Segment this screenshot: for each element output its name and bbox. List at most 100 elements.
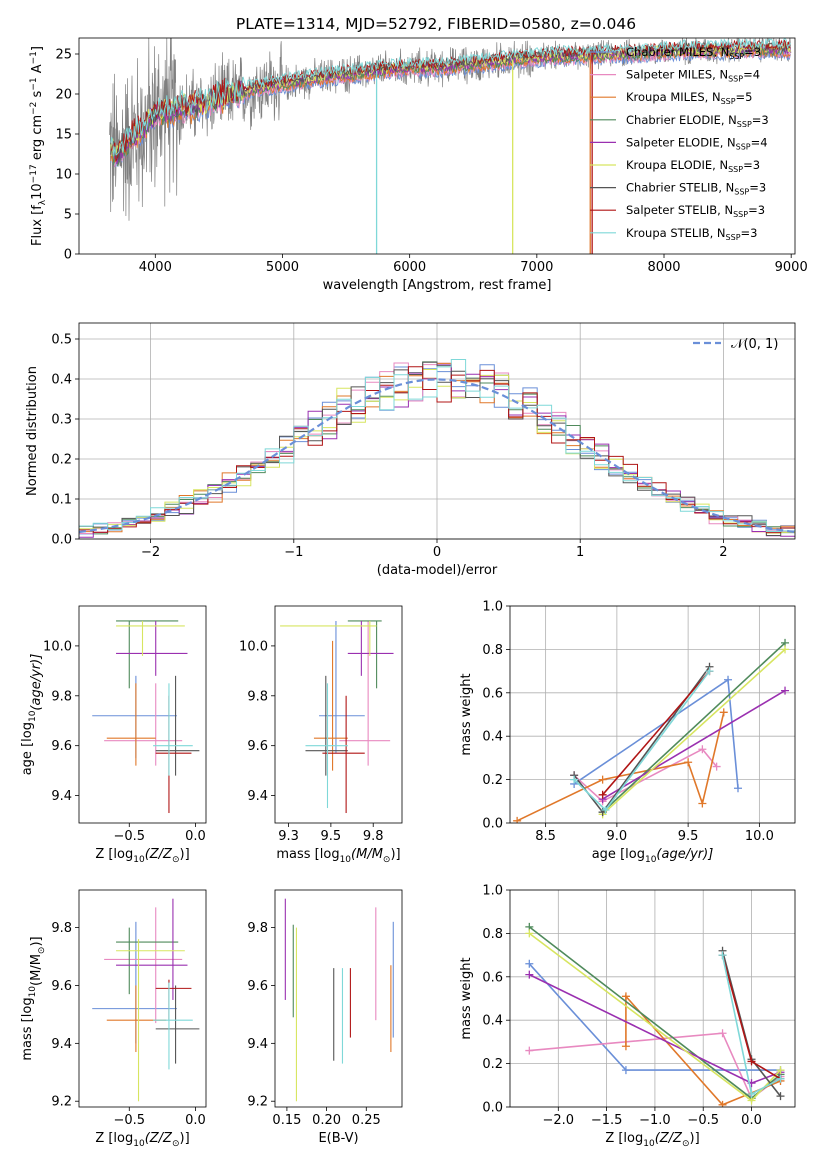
spectrum-legend-value-6: =3 — [749, 181, 766, 195]
spectrum-ylabel-rest: 10 — [30, 183, 45, 200]
spectrum-ylabel: Flux [fλ10−17 erg cm−2 s−1 A−1] — [29, 46, 48, 246]
spectrum-legend-value-1: =4 — [743, 68, 760, 82]
spectrum-xtick-label-5: 9000 — [775, 260, 808, 275]
panel-mass-weight-vs-age: 8.5 9.0 9.5 10.0 0.0 0.2 0.4 0.6 0.8 1.0 age [log1… — [459, 600, 796, 865]
residual-hist-ytick-label-3: 0.3 — [51, 413, 72, 428]
mass-weight-vs-Z-series-chabrier-miles-marker-1 — [621, 1066, 630, 1075]
mass-weight-vs-age-xlabel-sub: 10 — [645, 855, 657, 865]
spectrum-legend-name-7: Salpeter STELIB — [626, 203, 717, 217]
mass-weight-vs-Z-xlabel-sun: ⊙ — [682, 1139, 690, 1149]
mass-weight-vs-Z-series-chabrier-stelib-marker-2 — [776, 1092, 785, 1101]
mass-weight-vs-Z-series-chabrier-miles-marker-0 — [525, 959, 534, 968]
age-vs-Z-xlabel-sub: 10 — [133, 855, 145, 865]
mass-weight-vs-Z-xlabel: Z [log10(Z/Z⊙)] — [605, 1131, 699, 1149]
residual-hist-xtick-label-1: −1 — [284, 545, 303, 560]
panel-spectrum: 4000 5000 6000 7000 8000 9000 0 5 10 15 20 25 wavele… — [29, 37, 808, 293]
mass-weight-vs-age-series-salpeter-elodie-line — [602, 689, 786, 800]
mass-vs-ebv-xtick-label-0: 0.15 — [272, 1113, 301, 1128]
mass-vs-Z-ylabel-end: (M/M — [29, 954, 44, 986]
spectrum-legend-n-8: , N — [710, 226, 726, 240]
age-vs-mass-xlabel-end: (M/M — [351, 847, 383, 862]
age-vs-Z-xlabel-main: Z [log — [95, 847, 133, 862]
mass-vs-Z-ytick-label-1: 9.4 — [51, 1037, 72, 1052]
spectrum-legend-label-3: Chabrier ELODIE, NSSP=3 — [626, 113, 769, 129]
mass-weight-vs-Z-xtick-label-1: −1.5 — [591, 1113, 623, 1128]
age-vs-mass-xlabel: mass [log10(M/M⊙)] — [276, 847, 400, 865]
spectrum-legend-sub-2: SSP — [721, 97, 736, 106]
mass-vs-Z-xlabel-sun: ⊙ — [172, 1139, 180, 1149]
age-vs-Z-xtick-label-0: −0.5 — [113, 829, 145, 844]
mass-weight-vs-age-series-salpeter-miles-marker-2 — [698, 745, 707, 754]
mass-weight-vs-age-ytick-label-0: 0.0 — [482, 817, 503, 832]
mass-weight-vs-age-series-kroupa-stelib-marker-2 — [705, 667, 714, 676]
spectrum-legend-sub-6: SSP — [734, 188, 749, 197]
age-vs-Z-ylabel-main: age [log — [20, 722, 35, 775]
residual-hist-ylabel: Normed distribution — [25, 366, 40, 496]
mass-weight-vs-age-series-kroupa-miles-marker-1 — [598, 775, 607, 784]
mass-weight-vs-age-series-salpeter-elodie-marker-1 — [781, 686, 790, 695]
mass-weight-vs-Z-ytick-label-5: 1.0 — [482, 884, 503, 899]
age-vs-Z-xlabel-sun: ⊙ — [172, 855, 180, 865]
residual-hist-ytick-label-4: 0.4 — [51, 373, 72, 388]
spectrum-ytick-label-2: 10 — [55, 168, 72, 183]
mass-weight-vs-age-series-chabrier-miles-marker-0 — [734, 784, 742, 793]
mass-weight-vs-age-frame — [509, 605, 796, 824]
mass-weight-vs-age-series-salpeter-miles-line — [573, 748, 718, 803]
mass-vs-ebv-plot-area — [284, 898, 394, 1102]
spectrum-ylabel-rest4: A — [30, 64, 45, 77]
panel-age-vs-mass: 9.3 9.5 9.8 9.4 9.6 9.8 10.0 mass [log10(M/M⊙)] — [239, 605, 403, 865]
spectrum-ylabel-end: ] — [30, 46, 45, 51]
age-vs-Z-ylabel: age [log10(age/yr)] — [20, 654, 44, 776]
spectrum-legend-label-8: Kroupa STELIB, NSSP=3 — [626, 226, 757, 242]
age-vs-Z-ylabel-end: (age/yr)] — [29, 654, 44, 711]
age-vs-mass-ytick-label-2: 9.8 — [247, 689, 268, 704]
mass-vs-ebv-ytick-label-1: 9.4 — [247, 1037, 268, 1052]
mass-weight-vs-age-ylabel: mass weight — [459, 673, 474, 755]
mass-weight-vs-Z-series-kroupa-stelib-marker-0 — [718, 951, 727, 960]
mass-weight-vs-age-series-kroupa-miles-marker-4 — [719, 708, 728, 717]
mass-weight-vs-age-series-kroupa-stelib-marker-0 — [570, 775, 579, 784]
mass-vs-Z-ylabel: mass [log10(M/M⊙)] — [20, 936, 47, 1060]
mass-weight-vs-Z-series-kroupa-miles-marker-0 — [621, 1042, 630, 1051]
spectrum-legend-label-0: Chabrier MILES, NSSP=3 — [626, 45, 761, 61]
age-vs-Z-ytick-label-0: 9.4 — [51, 789, 72, 804]
spectrum-model-kroupa-stelib — [110, 38, 791, 157]
age-vs-mass-ytick-label-3: 10.0 — [239, 639, 268, 654]
spectrum-frame — [78, 37, 796, 255]
spectrum-ylabel-main: Flux [f — [30, 205, 45, 246]
mass-weight-vs-Z-series-kroupa-miles-marker-1 — [621, 992, 630, 1001]
spectrum-legend-label-7: Salpeter STELIB, NSSP=3 — [626, 203, 765, 219]
spectrum-legend-name-8: Kroupa STELIB — [626, 226, 710, 240]
spectrum-legend-name-1: Salpeter MILES — [626, 68, 712, 82]
age-vs-mass-xtick-label-0: 9.3 — [278, 829, 299, 844]
mass-weight-vs-Z-ytick-label-4: 0.8 — [482, 927, 503, 942]
residual-hist-ytick-label-5: 0.5 — [51, 333, 72, 348]
age-vs-mass-xlabel-sun: ⊙ — [383, 855, 391, 865]
mass-weight-vs-age-xtick-label-1: 9.0 — [607, 829, 628, 844]
age-vs-Z-xtick-label-1: 0.0 — [185, 829, 206, 844]
spectrum-legend-sub-3: SSP — [737, 120, 752, 129]
age-vs-Z-ytick-label-3: 10.0 — [43, 639, 72, 654]
spectrum-legend-value-7: =3 — [748, 203, 765, 217]
panel-age-vs-Z: −0.5 0.09.49.69.810.0Z [log10(Z/Z⊙)]age [… — [20, 605, 207, 865]
mass-weight-vs-age-series-salpeter-miles-marker-3 — [712, 762, 721, 771]
mass-vs-Z-xtick-label-1: 0.0 — [185, 1113, 206, 1128]
spectrum-ylabel-sup2: −2 — [29, 102, 39, 115]
residual-hist-xtick-label-4: 2 — [719, 545, 727, 560]
spectrum-legend-name-3: Chabrier ELODIE — [626, 113, 721, 127]
age-vs-Z-xlabel: Z [log10(Z/Z⊙)] — [95, 847, 189, 865]
spectrum-xtick-label-4: 8000 — [647, 260, 680, 275]
spectrum-ylabel-rest3: s — [30, 90, 45, 101]
spectrum-xlabel: wavelength [Angstrom, rest frame] — [323, 278, 552, 293]
mass-vs-Z-xlabel-end: (Z/Z — [145, 1131, 173, 1146]
mass-vs-ebv-frame — [274, 889, 403, 1108]
mass-weight-vs-Z-series-kroupa-stelib-marker-2 — [776, 1074, 785, 1083]
mass-weight-vs-Z-ylabel-main: mass weight — [459, 957, 474, 1039]
mass-weight-vs-age-series-salpeter-stelib-line — [601, 670, 711, 796]
residual-hist-ytick-label-1: 0.1 — [51, 493, 72, 508]
mass-vs-Z-xlabel-close: )] — [180, 1131, 190, 1146]
spectrum-ylabel-sub: λ — [38, 199, 48, 205]
figure-title: PLATE=1314, MJD=52792, FIBERID=0580, z=0… — [236, 15, 636, 33]
spectrum-legend-n-1: , N — [712, 68, 728, 82]
